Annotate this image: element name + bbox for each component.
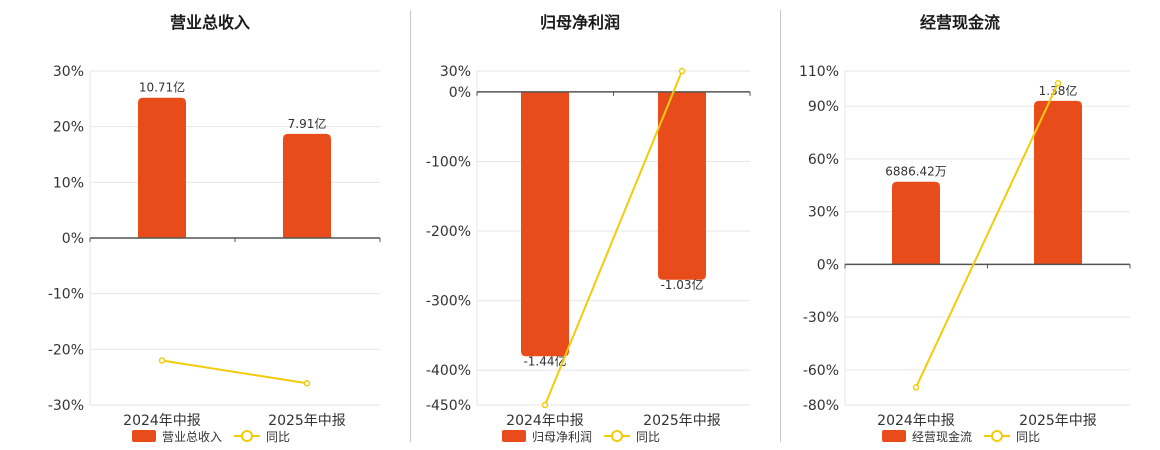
- y-tick-label: 0%: [449, 85, 471, 101]
- legend-line-label: 同比: [636, 430, 660, 444]
- legend-bar-swatch: [882, 430, 906, 442]
- legend-line-marker: [241, 430, 253, 442]
- bar: [1034, 100, 1082, 265]
- bar-data-label: 6886.42万: [885, 165, 947, 179]
- legend-bar-label: 归母净利润: [532, 430, 592, 444]
- line-series-yoy: [915, 82, 1059, 388]
- y-tick-label: -30%: [48, 398, 84, 414]
- y-tick-label: -30%: [803, 310, 839, 326]
- bar-data-label: -1.44亿: [523, 353, 566, 368]
- bar: [521, 91, 569, 357]
- chart-title: 归母净利润: [540, 13, 620, 32]
- y-tick-label: 0%: [62, 231, 84, 247]
- panel-divider-1: [410, 10, 411, 442]
- legend-bar-swatch: [502, 430, 526, 442]
- legend-bar-swatch: [132, 430, 156, 442]
- y-tick-label: 30%: [440, 64, 471, 80]
- y-tick-label: -100%: [426, 154, 471, 170]
- legend-line-marker: [991, 430, 1003, 442]
- y-tick-label: -10%: [48, 287, 84, 303]
- y-tick-label: 0%: [817, 257, 839, 273]
- y-tick-label: -300%: [426, 294, 471, 310]
- bar: [892, 181, 940, 265]
- x-category-label: 2024年中报: [877, 413, 955, 429]
- y-tick-label: -450%: [426, 398, 471, 414]
- y-tick-label: 110%: [799, 64, 839, 80]
- y-tick-label: 90%: [808, 99, 839, 115]
- bar-data-label: 1.38亿: [1039, 83, 1078, 98]
- legend-bar-label: 营业总收入: [162, 430, 222, 444]
- bar-data-label: -1.03亿: [660, 277, 703, 292]
- x-category-label: 2025年中报: [268, 413, 346, 429]
- x-category-label: 2025年中报: [1019, 413, 1097, 429]
- legend-line-label: 同比: [266, 430, 290, 444]
- y-tick-label: 60%: [808, 152, 839, 168]
- legend-line-label: 同比: [1016, 430, 1040, 444]
- y-tick-label: 20%: [53, 120, 84, 136]
- y-tick-label: -20%: [48, 342, 84, 358]
- line-point: [678, 67, 686, 75]
- chart-panel-1: 营业总收入 30% 20% 10% 0% -10% -20% -30% 10.71亿 7.91亿 2…: [48, 13, 381, 444]
- x-category-label: 2025年中报: [643, 413, 721, 429]
- x-category-label: 2024年中报: [123, 413, 201, 429]
- y-tick-label: 30%: [808, 205, 839, 221]
- line-point: [303, 380, 311, 387]
- bar-data-label: 7.91亿: [288, 116, 327, 131]
- bar-data-label: 10.71亿: [139, 80, 185, 95]
- chart-title: 营业总收入: [170, 13, 250, 32]
- line-point: [1054, 80, 1062, 87]
- legend-line-marker: [611, 430, 623, 442]
- y-tick-label: -400%: [426, 363, 471, 379]
- line-series-yoy: [161, 359, 308, 385]
- panel-divider-2: [780, 10, 781, 442]
- y-tick-label: -60%: [803, 363, 839, 379]
- line-point: [541, 401, 549, 409]
- bar: [138, 97, 186, 238]
- chart-panel-2: 归母净利润 30% 0% -100% -200% -300% -400% -450% -1.44…: [426, 13, 751, 444]
- x-category-label: 2024年中报: [506, 413, 584, 429]
- y-tick-label: 30%: [53, 64, 84, 80]
- line-series-yoy: [544, 70, 683, 406]
- line-point: [158, 357, 166, 364]
- y-tick-label: 10%: [53, 175, 84, 191]
- y-tick-label: -200%: [426, 224, 471, 240]
- chart-title: 经营现金流: [920, 13, 1000, 32]
- y-tick-label: -80%: [803, 398, 839, 414]
- line-point: [912, 384, 920, 391]
- bar: [658, 91, 706, 280]
- chart-panel-3: 经营现金流 110% 90% 60% 30% 0% -30% -60% -80% 6886.42万…: [799, 13, 1131, 444]
- bar: [283, 133, 331, 238]
- legend-bar-label: 经营现金流: [912, 429, 972, 444]
